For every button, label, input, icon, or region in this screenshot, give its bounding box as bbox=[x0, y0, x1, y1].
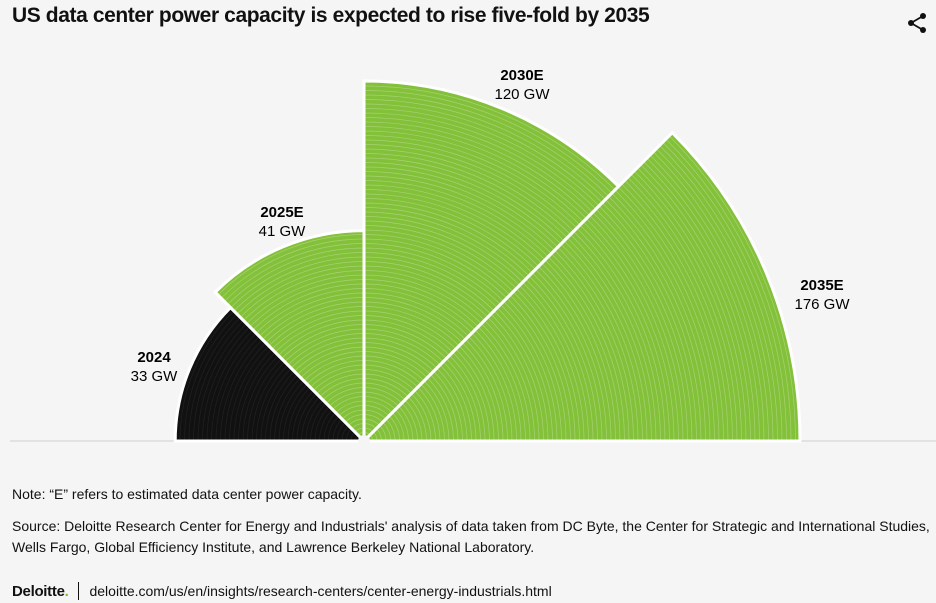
source-url[interactable]: deloitte.com/us/en/insights/research-cen… bbox=[89, 583, 552, 599]
category-label: 2035E bbox=[800, 277, 843, 294]
chart-source: Source: Deloitte Research Center for Ene… bbox=[12, 518, 930, 555]
brand-name: Deloitte bbox=[12, 582, 65, 600]
wedge-2030e bbox=[362, 79, 621, 445]
brand-dot: . bbox=[64, 582, 69, 600]
value-label: 120 GW bbox=[494, 86, 550, 103]
category-label: 2030E bbox=[500, 67, 543, 84]
center-dot bbox=[358, 435, 370, 447]
chart-note: Note: “E” refers to estimated data cente… bbox=[12, 486, 362, 502]
value-label: 176 GW bbox=[794, 296, 850, 313]
footer-divider bbox=[78, 582, 80, 600]
wedge-2035e bbox=[360, 130, 802, 443]
share-icon[interactable] bbox=[906, 12, 928, 34]
category-label: 2024 bbox=[137, 349, 171, 366]
chart-title: US data center power capacity is expecte… bbox=[12, 4, 650, 27]
footer: Deloitte. deloitte.com/us/en/insights/re… bbox=[12, 582, 552, 600]
value-label: 41 GW bbox=[259, 223, 307, 240]
brand-logo: Deloitte. bbox=[12, 582, 69, 600]
value-label: 33 GW bbox=[131, 368, 179, 385]
polar-area-chart: 2024 33 GW 2025E 41 GW 2030E 120 GW 2035E 176 G… bbox=[10, 67, 936, 447]
wedge-2025e bbox=[213, 229, 366, 445]
wedge-2024 bbox=[173, 305, 368, 443]
category-label: 2025E bbox=[260, 204, 303, 221]
